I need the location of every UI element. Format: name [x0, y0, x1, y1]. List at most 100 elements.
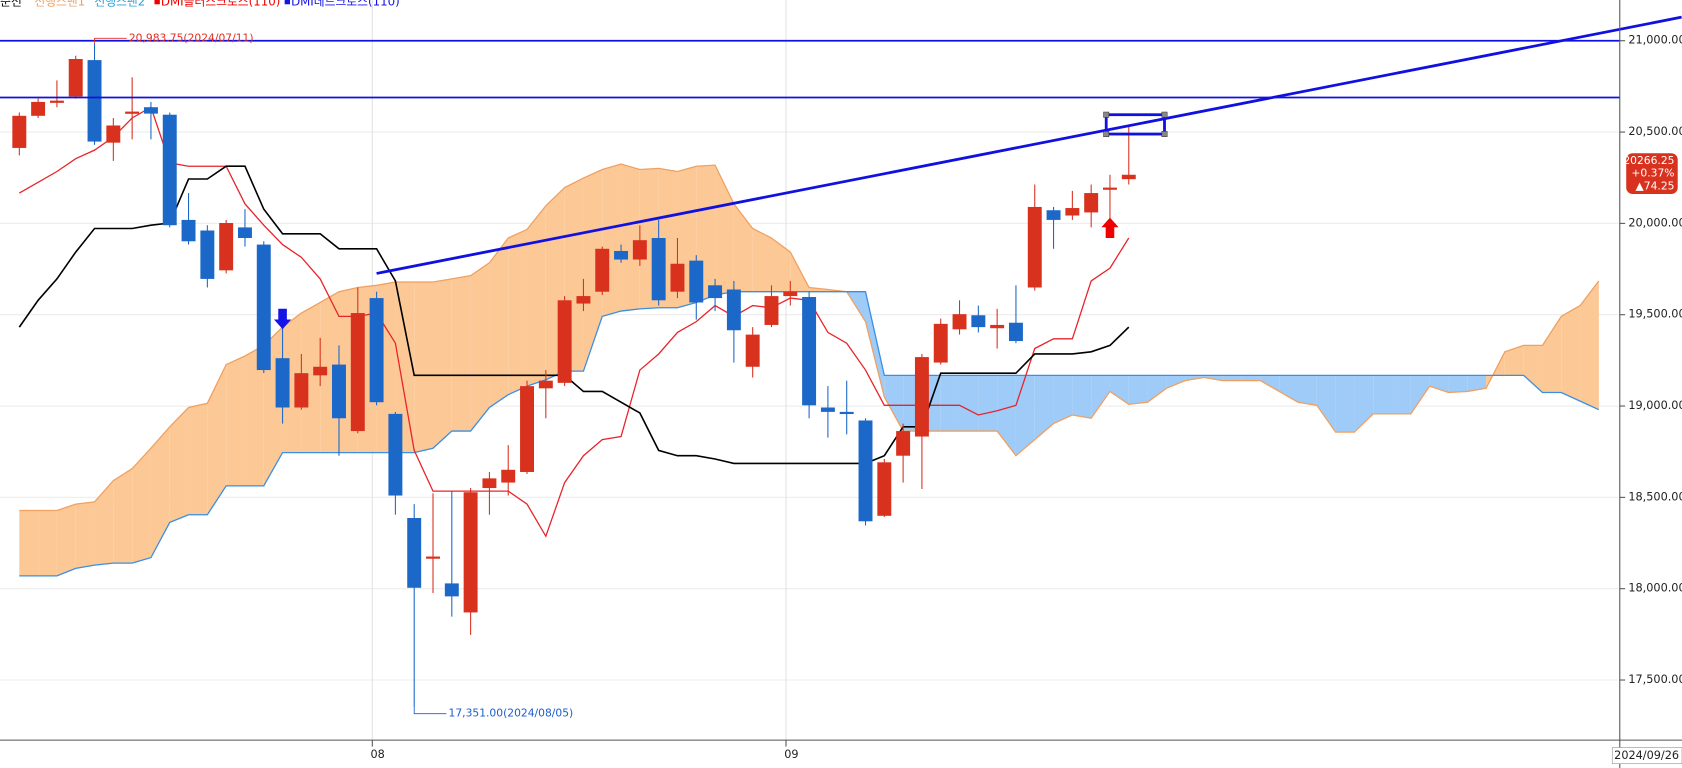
cloud-segment: [1542, 316, 1562, 393]
y-tick-label: 18,000.00: [1628, 582, 1682, 595]
candle-body: [49, 100, 64, 103]
cloud-segment: [583, 169, 603, 372]
candle-body: [143, 107, 158, 114]
candle-body: [463, 492, 478, 613]
cloud-segment: [884, 375, 904, 432]
cloud-segment: [865, 291, 885, 397]
cloud-segment: [188, 403, 208, 515]
cloud-segment: [1298, 375, 1317, 406]
candle-body: [839, 411, 854, 415]
drawing-layer: 20,983.75(2024/07/11) 17,351.00(2024/08/0…: [0, 15, 1682, 720]
candle-body: [275, 358, 290, 408]
cloud-segment: [38, 510, 57, 576]
candle-body: [12, 115, 27, 148]
candle-body: [162, 114, 177, 226]
candle-body: [858, 420, 873, 522]
cloud-segment: [132, 448, 151, 564]
candle-body: [896, 431, 911, 456]
cloud-segment: [207, 364, 227, 515]
annotation-label: 17,351.00(2024/08/05): [449, 707, 574, 720]
candle-body: [237, 227, 252, 238]
candle-body: [595, 248, 610, 292]
trend-line: [376, 15, 1682, 275]
signal-arrow: [1101, 217, 1119, 239]
legend-swatch: [154, 0, 160, 5]
cloud-segment: [602, 164, 622, 317]
candle-body: [294, 373, 309, 408]
candle-body: [764, 296, 779, 325]
indicator-line: [19, 291, 1600, 577]
cloud-segment: [621, 164, 640, 312]
legend-label: 기준선: [0, 0, 22, 9]
cloud-segment: [1166, 375, 1186, 389]
cloud-segment: [19, 510, 39, 576]
cloud-segment: [1523, 345, 1543, 393]
indicator-line: [18, 106, 1130, 538]
candle-body: [557, 300, 572, 383]
cloud-segment: [113, 468, 133, 564]
cloud-segment: [1015, 375, 1035, 456]
candle-body: [1027, 206, 1042, 288]
candle-body: [538, 380, 553, 389]
candle-body: [1008, 322, 1023, 342]
candle-body: [181, 219, 196, 242]
candle-body: [87, 60, 102, 142]
candle-body: [971, 315, 986, 328]
cloud-segment: [451, 275, 471, 432]
cloud-segment: [169, 407, 189, 523]
annotation-leader: [94, 37, 127, 44]
candle-body: [332, 364, 346, 419]
candle-body: [426, 556, 440, 559]
annotation-label: 20,983.75(2024/07/11): [129, 31, 254, 44]
candle-body: [689, 260, 704, 303]
candle-body: [952, 314, 967, 330]
candle-body: [256, 244, 271, 371]
annotation-leader: [413, 707, 447, 715]
cloud-segment: [1504, 345, 1524, 376]
candle-body: [125, 111, 140, 114]
candle-body: [68, 58, 83, 97]
candle-body: [1102, 187, 1117, 190]
candle-body: [670, 263, 685, 292]
candle-body: [388, 413, 403, 496]
candle-body: [369, 298, 384, 403]
handle: [1103, 131, 1110, 138]
cloud-segment: [489, 237, 509, 408]
y-tick-label: 19,500.00: [1628, 308, 1682, 321]
cloud-segment: [1034, 375, 1054, 440]
legend-swatch: [284, 0, 291, 5]
cloud-segment: [1448, 375, 1468, 393]
candle-body: [501, 469, 516, 483]
cloud-segment: [1260, 375, 1280, 392]
cloud-segment: [1316, 375, 1336, 433]
cloud-segment: [1561, 305, 1581, 402]
candle-body: [1121, 174, 1136, 180]
cloud-segment: [1053, 375, 1073, 424]
cloud-segment: [433, 278, 452, 449]
axis-layer: 17,500.00 18,000.00 18,500.00 19,000.00 19,5…: [371, 34, 1682, 761]
selection-box: [1104, 113, 1166, 136]
y-tick-label: 18,500.00: [1628, 490, 1682, 503]
y-tick-label: 19,000.00: [1628, 399, 1682, 412]
candle-body: [350, 313, 365, 432]
indicator-line: [18, 165, 1130, 465]
handle: [1161, 111, 1168, 118]
legend-label: DMI플러스크로스(110): [161, 0, 280, 9]
cloud-segment: [1467, 375, 1487, 392]
candle-body: [313, 366, 328, 376]
candle-body: [576, 296, 591, 304]
cloud-segment: [1128, 375, 1148, 405]
cloud-segment: [395, 282, 415, 453]
candle-body: [219, 223, 234, 271]
candle-body: [990, 324, 1005, 329]
candle-body: [745, 334, 760, 367]
cloud-segment: [1373, 375, 1393, 414]
candle-body: [632, 240, 647, 260]
cloud-segment: [75, 501, 95, 569]
cloud-segment: [959, 375, 979, 432]
cloud-segment: [470, 262, 490, 432]
candle-layer: [12, 43, 1136, 708]
cloud-segment: [282, 313, 302, 453]
cloud-segment: [752, 228, 772, 292]
